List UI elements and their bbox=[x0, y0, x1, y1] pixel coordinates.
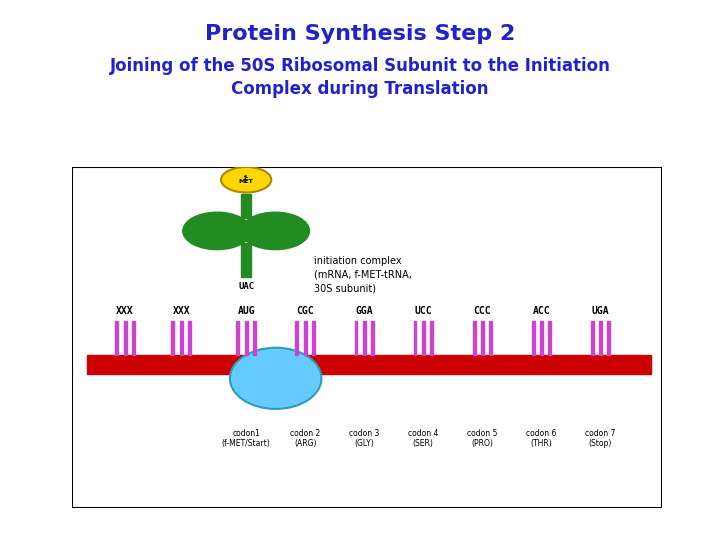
Text: codon 6
(THR): codon 6 (THR) bbox=[526, 429, 557, 448]
Ellipse shape bbox=[221, 167, 271, 192]
FancyBboxPatch shape bbox=[590, 321, 593, 355]
Text: CCC: CCC bbox=[474, 306, 491, 316]
Text: XXX: XXX bbox=[117, 306, 134, 316]
FancyBboxPatch shape bbox=[430, 321, 433, 355]
Ellipse shape bbox=[183, 212, 251, 249]
FancyBboxPatch shape bbox=[245, 321, 248, 355]
FancyBboxPatch shape bbox=[304, 321, 307, 355]
FancyBboxPatch shape bbox=[236, 321, 239, 355]
FancyBboxPatch shape bbox=[312, 321, 315, 355]
Text: Joining of the 50S Ribosomal Subunit to the Initiation
Complex during Translatio: Joining of the 50S Ribosomal Subunit to … bbox=[109, 57, 611, 98]
Text: codon 7
(Stop): codon 7 (Stop) bbox=[585, 429, 616, 448]
FancyBboxPatch shape bbox=[607, 321, 610, 355]
Text: codon 4
(SER): codon 4 (SER) bbox=[408, 429, 438, 448]
Text: Protein Synthesis Step 2: Protein Synthesis Step 2 bbox=[205, 24, 515, 44]
Text: AUG: AUG bbox=[238, 306, 255, 316]
FancyBboxPatch shape bbox=[540, 321, 543, 355]
Text: codon 5
(PRO): codon 5 (PRO) bbox=[467, 429, 498, 448]
FancyBboxPatch shape bbox=[548, 321, 551, 355]
FancyBboxPatch shape bbox=[489, 321, 492, 355]
FancyBboxPatch shape bbox=[241, 243, 251, 277]
Text: UAC: UAC bbox=[238, 282, 254, 291]
Text: ACC: ACC bbox=[533, 306, 550, 316]
FancyBboxPatch shape bbox=[422, 321, 425, 355]
FancyBboxPatch shape bbox=[253, 321, 256, 355]
Text: codon 2
(ARG): codon 2 (ARG) bbox=[290, 429, 320, 448]
FancyBboxPatch shape bbox=[531, 321, 534, 355]
FancyBboxPatch shape bbox=[472, 321, 475, 355]
Text: initiation complex
(mRNA, f-MET-tRNA,
30S subunit): initiation complex (mRNA, f-MET-tRNA, 30… bbox=[314, 255, 412, 294]
FancyBboxPatch shape bbox=[413, 321, 416, 355]
FancyBboxPatch shape bbox=[354, 321, 357, 355]
FancyBboxPatch shape bbox=[188, 321, 191, 355]
FancyBboxPatch shape bbox=[371, 321, 374, 355]
FancyBboxPatch shape bbox=[72, 167, 662, 508]
Text: XXX: XXX bbox=[172, 306, 190, 316]
Text: codon 3
(GLY): codon 3 (GLY) bbox=[349, 429, 379, 448]
Ellipse shape bbox=[241, 212, 310, 249]
FancyBboxPatch shape bbox=[124, 321, 127, 355]
FancyBboxPatch shape bbox=[115, 321, 118, 355]
Text: UGA: UGA bbox=[592, 306, 609, 316]
FancyBboxPatch shape bbox=[132, 321, 135, 355]
FancyBboxPatch shape bbox=[87, 355, 651, 374]
FancyBboxPatch shape bbox=[599, 321, 602, 355]
FancyBboxPatch shape bbox=[171, 321, 174, 355]
Ellipse shape bbox=[230, 348, 321, 409]
FancyBboxPatch shape bbox=[180, 321, 183, 355]
FancyBboxPatch shape bbox=[241, 194, 251, 218]
Text: UCC: UCC bbox=[415, 306, 432, 316]
Text: CGC: CGC bbox=[297, 306, 314, 316]
FancyBboxPatch shape bbox=[481, 321, 484, 355]
Text: GGA: GGA bbox=[356, 306, 373, 316]
FancyBboxPatch shape bbox=[363, 321, 366, 355]
Text: f-
MET: f- MET bbox=[239, 175, 253, 185]
Text: codon1
(f-MET/Start): codon1 (f-MET/Start) bbox=[222, 429, 271, 448]
FancyBboxPatch shape bbox=[295, 321, 298, 355]
